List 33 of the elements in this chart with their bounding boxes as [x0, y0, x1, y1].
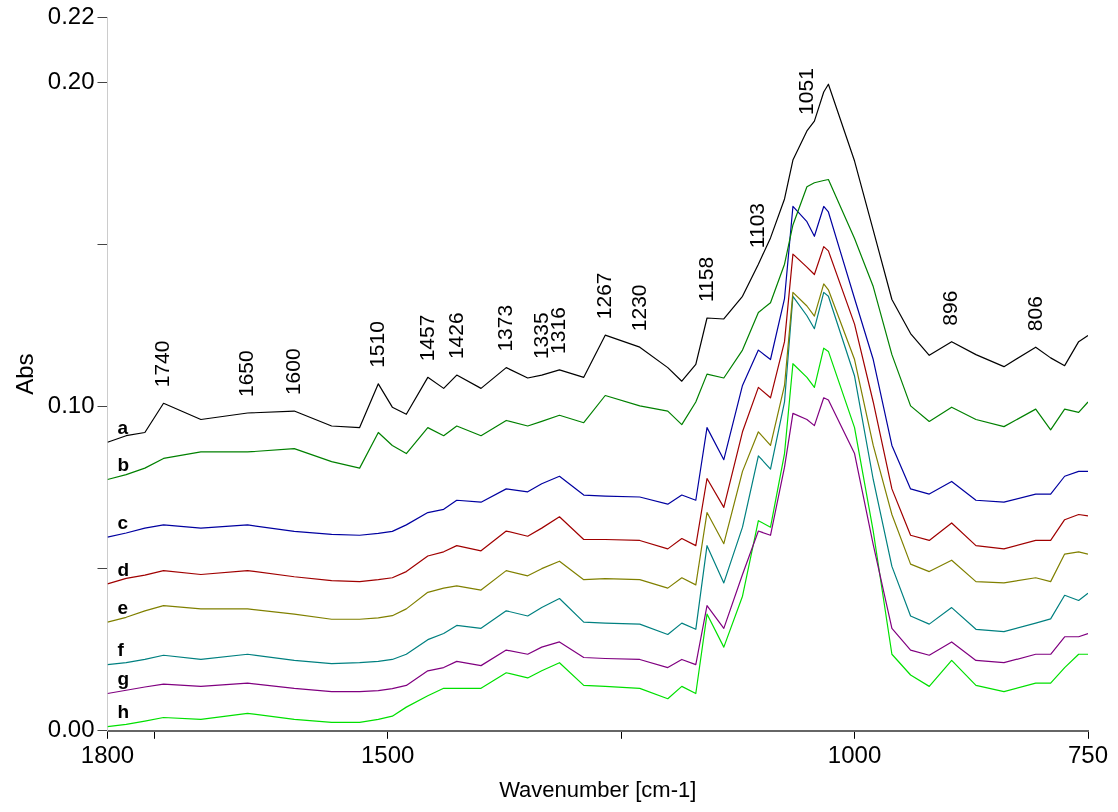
annotation: 1650 — [234, 350, 258, 398]
x-tick-label: 1000 — [827, 740, 882, 768]
x-tick-label: 1500 — [360, 740, 415, 768]
annotation: 1158 — [693, 256, 717, 302]
series-label: g — [117, 668, 130, 690]
y-tick-label: 0.20 — [47, 66, 95, 94]
annotation: 1740 — [150, 340, 174, 388]
series-label: d — [117, 558, 130, 580]
annotation: 1103 — [745, 203, 769, 249]
annotation: 1267 — [592, 272, 616, 320]
annotation: 1426 — [443, 312, 467, 360]
annotation: 1600 — [281, 348, 305, 396]
annotation: 1457 — [414, 314, 438, 362]
series-label: b — [117, 454, 130, 476]
series-label: a — [117, 416, 129, 438]
annotation: 1335 — [528, 312, 552, 360]
x-tick-label: 1800 — [80, 740, 135, 768]
x-axis-title: Wavenumber [cm-1] — [499, 776, 697, 802]
y-tick-label: 0.22 — [47, 2, 95, 30]
annotation: 1230 — [626, 284, 650, 332]
series-label: e — [117, 596, 129, 618]
series-label: c — [117, 511, 129, 533]
y-axis-title: Abs — [11, 353, 39, 395]
y-tick-label: 0.00 — [47, 715, 95, 743]
series-label: f — [117, 639, 125, 661]
y-tick-label: 0.10 — [47, 391, 95, 419]
annotation: 1510 — [365, 321, 389, 368]
annotation: 1373 — [493, 304, 517, 352]
annotation: 896 — [938, 290, 962, 326]
annotation: 1051 — [793, 68, 817, 115]
annotation: 806 — [1022, 296, 1046, 332]
x-tick-label: 750 — [1067, 740, 1109, 768]
series-label: h — [117, 701, 130, 723]
